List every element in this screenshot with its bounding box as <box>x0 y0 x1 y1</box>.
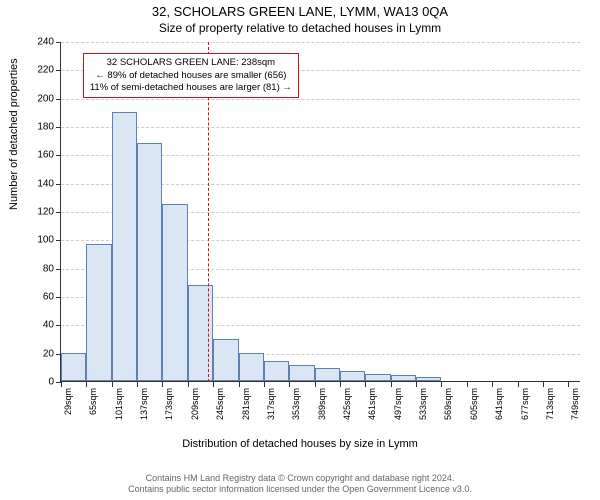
chart-title-sub: Size of property relative to detached ho… <box>0 19 600 35</box>
x-tick-mark <box>112 382 113 387</box>
x-tick-label: 173sqm <box>164 388 174 438</box>
histogram-bar <box>61 353 86 381</box>
y-tick-mark <box>56 70 61 71</box>
annotation-line: ← 89% of detached houses are smaller (65… <box>90 70 292 82</box>
x-tick-mark <box>239 382 240 387</box>
x-tick-label: 713sqm <box>545 388 555 438</box>
y-tick-label: 140 <box>24 178 54 189</box>
y-tick-label: 0 <box>24 377 54 388</box>
x-tick-label: 749sqm <box>570 388 580 438</box>
x-tick-mark <box>315 382 316 387</box>
x-tick-label: 677sqm <box>520 388 530 438</box>
y-tick-label: 160 <box>24 150 54 161</box>
annotation-line: 11% of semi-detached houses are larger (… <box>90 82 292 94</box>
x-tick-label: 281sqm <box>241 388 251 438</box>
x-tick-mark <box>543 382 544 387</box>
x-axis-label: Distribution of detached houses by size … <box>0 438 600 450</box>
y-tick-mark <box>56 42 61 43</box>
y-tick-label: 220 <box>24 65 54 76</box>
footer-line-2: Contains public sector information licen… <box>0 484 600 496</box>
histogram-bar <box>239 353 264 381</box>
histogram-bar <box>315 368 340 381</box>
y-tick-label: 80 <box>24 263 54 274</box>
x-tick-label: 317sqm <box>266 388 276 438</box>
x-tick-mark <box>416 382 417 387</box>
histogram-bar <box>365 374 390 381</box>
x-tick-label: 209sqm <box>190 388 200 438</box>
histogram-bar <box>289 365 314 381</box>
x-tick-label: 569sqm <box>443 388 453 438</box>
x-tick-mark <box>137 382 138 387</box>
x-tick-label: 605sqm <box>469 388 479 438</box>
histogram-bar <box>86 244 111 381</box>
gridline <box>61 42 580 43</box>
y-tick-label: 180 <box>24 122 54 133</box>
y-tick-mark <box>56 127 61 128</box>
x-tick-mark <box>213 382 214 387</box>
x-tick-label: 497sqm <box>393 388 403 438</box>
y-tick-label: 100 <box>24 235 54 246</box>
x-tick-label: 65sqm <box>88 388 98 438</box>
annotation-line: 32 SCHOLARS GREEN LANE: 238sqm <box>90 57 292 69</box>
x-tick-label: 137sqm <box>139 388 149 438</box>
y-tick-label: 20 <box>24 348 54 359</box>
x-tick-mark <box>264 382 265 387</box>
chart-area: 02040608010012014016018020022024029sqm65… <box>60 42 580 412</box>
y-tick-mark <box>56 155 61 156</box>
x-tick-mark <box>467 382 468 387</box>
y-tick-label: 240 <box>24 37 54 48</box>
x-tick-label: 533sqm <box>418 388 428 438</box>
y-axis-label: Number of detached properties <box>8 58 20 210</box>
histogram-bar <box>213 339 238 382</box>
gridline <box>61 99 580 100</box>
x-tick-label: 245sqm <box>215 388 225 438</box>
histogram-bar <box>340 371 365 381</box>
y-tick-mark <box>56 184 61 185</box>
x-tick-mark <box>188 382 189 387</box>
x-tick-label: 101sqm <box>114 388 124 438</box>
x-tick-mark <box>441 382 442 387</box>
y-tick-mark <box>56 269 61 270</box>
y-tick-label: 60 <box>24 292 54 303</box>
histogram-bar <box>391 375 416 381</box>
plot-area: 02040608010012014016018020022024029sqm65… <box>60 42 580 382</box>
chart-title-main: 32, SCHOLARS GREEN LANE, LYMM, WA13 0QA <box>0 0 600 19</box>
histogram-bar <box>112 112 137 381</box>
x-tick-label: 461sqm <box>367 388 377 438</box>
x-tick-mark <box>289 382 290 387</box>
x-tick-mark <box>340 382 341 387</box>
gridline <box>61 127 580 128</box>
y-tick-mark <box>56 99 61 100</box>
x-tick-mark <box>162 382 163 387</box>
x-tick-mark <box>86 382 87 387</box>
x-tick-mark <box>492 382 493 387</box>
chart-footer: Contains HM Land Registry data © Crown c… <box>0 473 600 496</box>
y-tick-label: 200 <box>24 93 54 104</box>
histogram-bar <box>137 143 162 381</box>
y-tick-mark <box>56 325 61 326</box>
histogram-bar <box>264 361 289 381</box>
x-tick-label: 353sqm <box>291 388 301 438</box>
x-tick-label: 389sqm <box>317 388 327 438</box>
histogram-bar <box>188 285 213 381</box>
x-tick-mark <box>61 382 62 387</box>
annotation-box: 32 SCHOLARS GREEN LANE: 238sqm← 89% of d… <box>83 53 299 98</box>
histogram-bar <box>416 377 441 381</box>
x-tick-mark <box>568 382 569 387</box>
y-tick-mark <box>56 297 61 298</box>
x-tick-label: 29sqm <box>63 388 73 438</box>
x-tick-mark <box>391 382 392 387</box>
x-tick-label: 425sqm <box>342 388 352 438</box>
y-tick-label: 120 <box>24 207 54 218</box>
footer-line-1: Contains HM Land Registry data © Crown c… <box>0 473 600 485</box>
x-tick-mark <box>518 382 519 387</box>
y-tick-label: 40 <box>24 320 54 331</box>
x-tick-label: 641sqm <box>494 388 504 438</box>
y-tick-mark <box>56 212 61 213</box>
x-tick-mark <box>365 382 366 387</box>
y-tick-mark <box>56 240 61 241</box>
histogram-bar <box>162 204 187 381</box>
